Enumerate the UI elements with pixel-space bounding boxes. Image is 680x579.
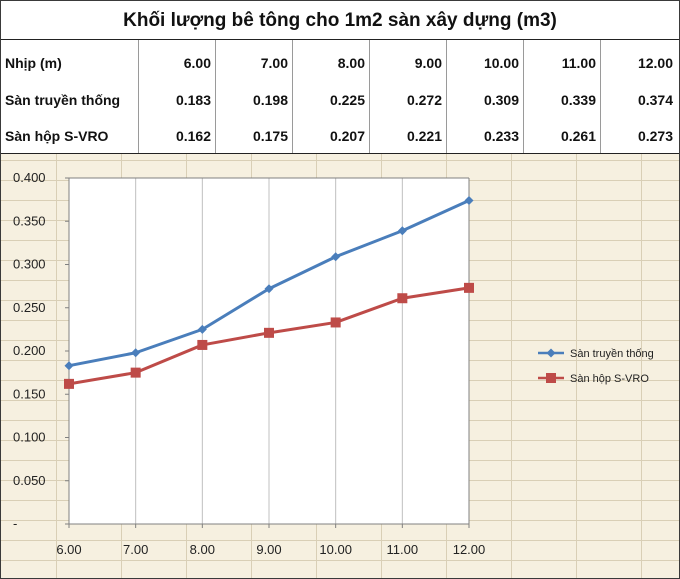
data-point-square <box>64 378 74 389</box>
table-cell: 0.198 <box>252 92 288 108</box>
data-table: Khối lượng bê tông cho 1m2 sàn xây dựng … <box>1 1 679 154</box>
table-cell: 8.00 <box>337 55 365 71</box>
y-tick-label: 0.050 <box>13 473 46 488</box>
y-tick-label: 0.100 <box>13 430 46 445</box>
data-point-diamond <box>546 348 556 358</box>
column-divider <box>600 40 601 153</box>
table-cell: 0.225 <box>329 92 365 108</box>
column-divider <box>369 40 370 153</box>
table-cell: 0.207 <box>329 128 365 144</box>
table-cell: 0.233 <box>483 128 519 144</box>
row-header: Sàn hộp S-VRO <box>5 128 109 144</box>
x-tick-label: 9.00 <box>256 542 281 557</box>
data-point-square <box>330 317 341 328</box>
axes: 0.400 0.350 0.300 0.250 0.200 0.150 0.100 0.050… <box>13 170 485 557</box>
data-point-diamond <box>397 226 407 236</box>
table-cell: 0.175 <box>252 128 288 144</box>
y-tick-label: 0.200 <box>13 343 46 358</box>
table-cell: 0.339 <box>560 92 596 108</box>
table-cell: 12.00 <box>637 55 673 71</box>
chart-area: 0.400 0.350 0.300 0.250 0.200 0.150 0.100 0.050… <box>1 154 679 578</box>
data-point-diamond <box>264 284 274 294</box>
x-tick-label: 11.00 <box>387 542 419 557</box>
x-tick-label: 10.00 <box>319 542 352 557</box>
data-point-square <box>264 327 274 338</box>
row-header: Sàn truyền thống <box>5 92 121 108</box>
table-cell: 0.272 <box>406 92 442 108</box>
table-cell: 0.374 <box>637 92 673 108</box>
table-cell: 7.00 <box>260 55 288 71</box>
data-point-square <box>464 282 474 293</box>
table-title: Khối lượng bê tông cho 1m2 sàn xây dựng … <box>123 10 557 31</box>
table-divider <box>1 39 679 40</box>
x-tick-label: 8.00 <box>190 542 215 557</box>
x-tick-label: 6.00 <box>56 542 81 557</box>
series-line-group <box>64 195 474 371</box>
table-cell: 0.183 <box>175 92 211 108</box>
line-chart: 0.400 0.350 0.300 0.250 0.200 0.150 0.100 0.050… <box>13 170 654 557</box>
series <box>64 195 474 389</box>
y-tick-label: 0.300 <box>13 257 46 272</box>
legend-label: Sàn truyền thống <box>570 348 654 360</box>
data-point-square <box>130 367 141 378</box>
y-tick-label: 0.400 <box>13 170 46 185</box>
data-point-diamond <box>464 195 474 205</box>
data-point-diamond <box>64 361 74 371</box>
y-tick-label: - <box>13 516 17 531</box>
column-divider <box>292 40 293 153</box>
table-cell: 0.273 <box>637 128 673 144</box>
table-cell: 0.309 <box>483 92 519 108</box>
data-point-square <box>197 339 208 350</box>
series-line-group <box>64 282 474 389</box>
x-tick-label: 7.00 <box>123 542 148 557</box>
data-point-square <box>397 293 408 304</box>
y-tick-label: 0.250 <box>13 300 46 315</box>
y-tick-label: 0.150 <box>13 386 46 401</box>
table-cell: 0.162 <box>175 128 211 144</box>
table-cell: 0.261 <box>560 128 596 144</box>
column-divider <box>138 40 139 153</box>
table-cell: 6.00 <box>183 55 211 71</box>
data-point-diamond <box>197 324 207 334</box>
data-point-diamond <box>131 348 141 358</box>
legend: Sàn truyền thống Sàn hộp S-VRO <box>538 348 654 385</box>
column-divider <box>523 40 524 153</box>
data-point-diamond <box>331 252 341 262</box>
table-cell: 9.00 <box>414 55 442 71</box>
data-point-square <box>546 373 556 383</box>
x-tick-label: 12.00 <box>453 542 486 557</box>
table-divider <box>1 153 679 154</box>
legend-label: Sàn hộp S-VRO <box>570 373 649 385</box>
column-divider <box>446 40 447 153</box>
row-header: Nhịp (m) <box>5 55 62 71</box>
table-cell: 11.00 <box>561 55 596 71</box>
column-divider <box>215 40 216 153</box>
table-cell: 10.00 <box>483 55 519 71</box>
y-tick-label: 0.350 <box>13 213 46 228</box>
table-cell: 0.221 <box>406 128 442 144</box>
